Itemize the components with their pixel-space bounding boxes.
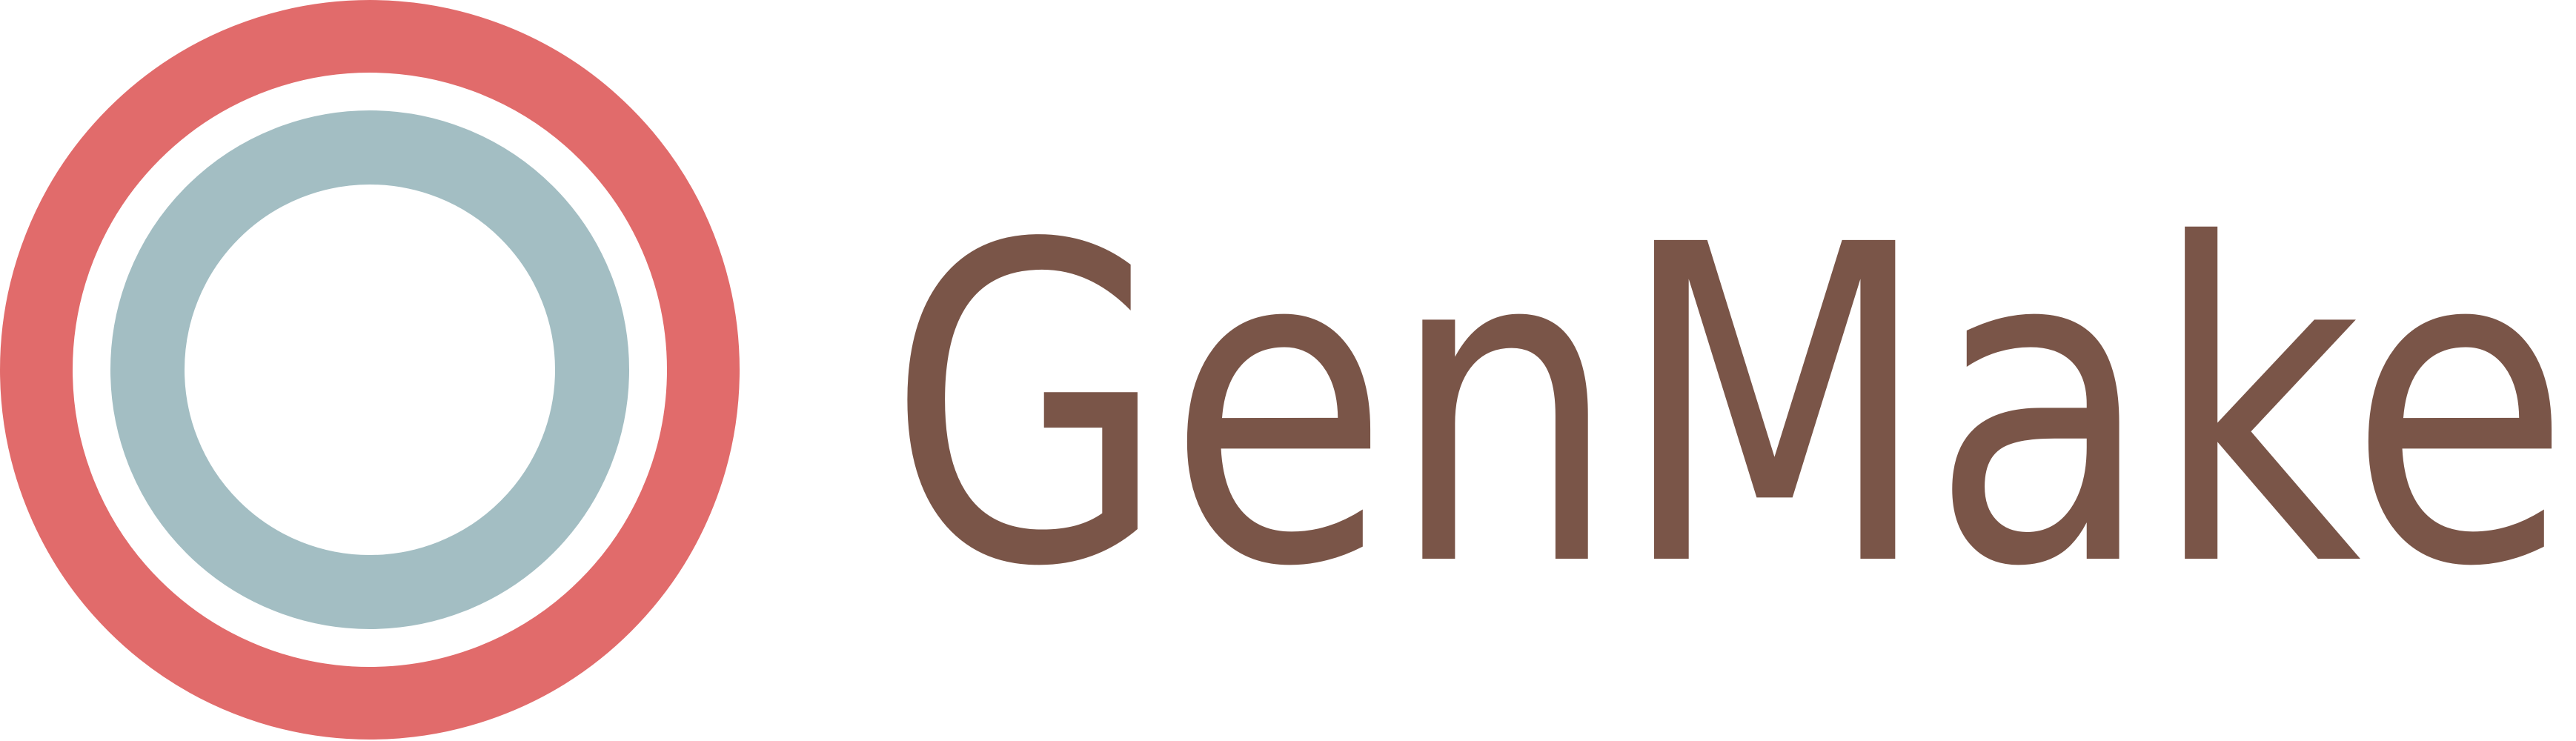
inner-ring	[110, 110, 629, 629]
outer-ring	[0, 0, 740, 740]
logo-text: GenMake	[887, 153, 2571, 662]
